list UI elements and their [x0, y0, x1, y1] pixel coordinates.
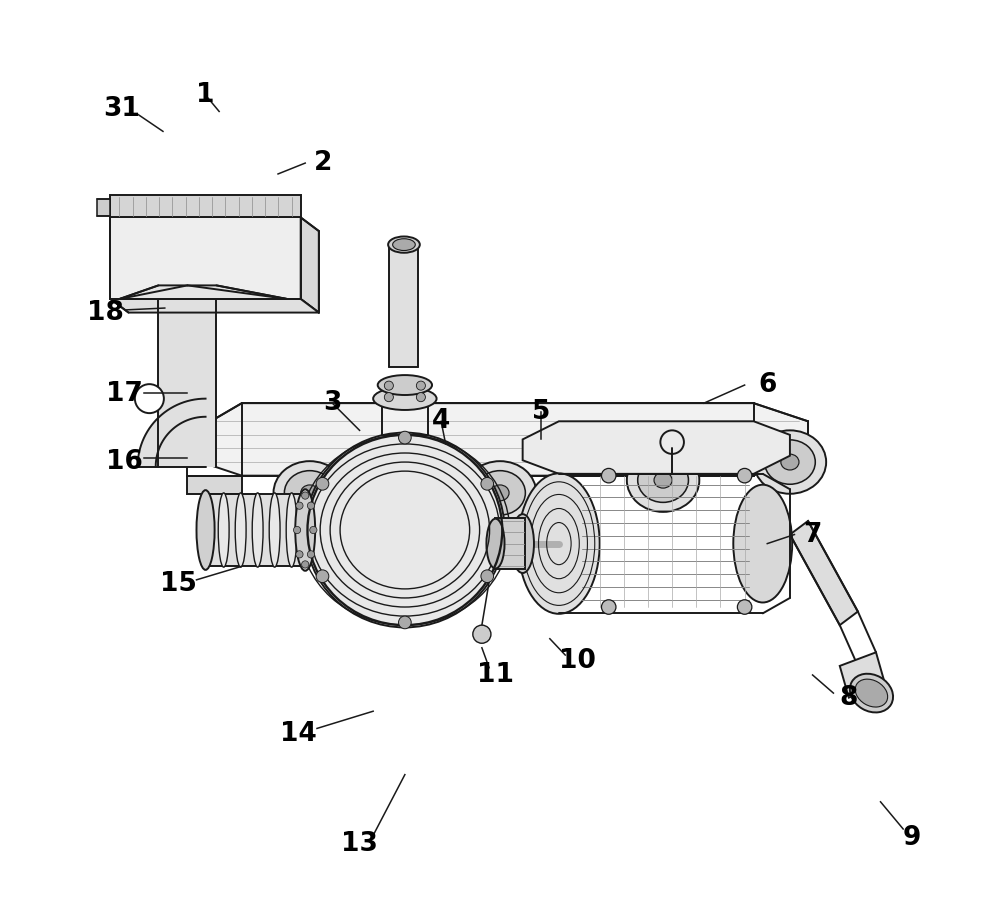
Text: 9: 9 — [903, 825, 921, 851]
Text: 10: 10 — [559, 649, 595, 674]
Text: 11: 11 — [477, 662, 514, 688]
Ellipse shape — [301, 485, 319, 501]
Polygon shape — [187, 403, 808, 476]
Circle shape — [481, 570, 494, 583]
Ellipse shape — [269, 493, 280, 567]
Ellipse shape — [638, 458, 688, 502]
Ellipse shape — [464, 461, 536, 525]
Text: 6: 6 — [758, 372, 776, 398]
Circle shape — [737, 468, 752, 483]
Ellipse shape — [274, 461, 346, 525]
Ellipse shape — [305, 433, 505, 627]
Ellipse shape — [850, 674, 893, 712]
Circle shape — [473, 625, 491, 643]
Ellipse shape — [486, 518, 505, 569]
Circle shape — [601, 468, 616, 483]
Circle shape — [316, 570, 329, 583]
Ellipse shape — [754, 430, 826, 494]
Bar — [110, 195, 301, 217]
Circle shape — [416, 381, 425, 390]
Ellipse shape — [373, 387, 437, 410]
Circle shape — [307, 502, 315, 509]
Polygon shape — [301, 217, 319, 313]
Polygon shape — [110, 299, 319, 313]
Circle shape — [399, 431, 411, 444]
Ellipse shape — [733, 485, 792, 602]
Text: 14: 14 — [280, 721, 317, 747]
Circle shape — [316, 477, 329, 490]
Ellipse shape — [284, 470, 335, 515]
Circle shape — [310, 526, 317, 534]
Ellipse shape — [511, 514, 534, 573]
Ellipse shape — [765, 440, 815, 484]
Polygon shape — [110, 217, 301, 299]
Ellipse shape — [196, 490, 215, 570]
Text: 7: 7 — [803, 522, 822, 547]
Circle shape — [737, 600, 752, 614]
Bar — [389, 245, 418, 367]
Text: 18: 18 — [87, 300, 124, 325]
Ellipse shape — [388, 236, 420, 253]
Text: 1: 1 — [196, 82, 215, 108]
Circle shape — [296, 502, 303, 509]
Ellipse shape — [295, 489, 315, 571]
Ellipse shape — [781, 454, 799, 470]
Bar — [97, 199, 110, 216]
Circle shape — [384, 381, 393, 390]
Text: 17: 17 — [106, 381, 142, 407]
Ellipse shape — [654, 472, 672, 488]
Ellipse shape — [235, 493, 246, 567]
Ellipse shape — [475, 470, 525, 515]
Polygon shape — [119, 285, 287, 299]
Text: 3: 3 — [323, 390, 342, 416]
Circle shape — [293, 526, 301, 534]
Circle shape — [302, 492, 309, 499]
Bar — [495, 518, 525, 569]
Circle shape — [296, 551, 303, 558]
Circle shape — [399, 616, 411, 629]
Ellipse shape — [518, 473, 600, 614]
Circle shape — [384, 392, 393, 401]
Circle shape — [307, 551, 315, 558]
Ellipse shape — [627, 448, 699, 512]
Ellipse shape — [286, 493, 297, 567]
Text: 15: 15 — [160, 572, 197, 597]
Text: 31: 31 — [103, 96, 140, 121]
Text: 8: 8 — [840, 685, 858, 710]
Ellipse shape — [855, 680, 888, 707]
Text: 4: 4 — [432, 409, 450, 434]
Circle shape — [601, 600, 616, 614]
Polygon shape — [840, 652, 885, 698]
Circle shape — [135, 384, 164, 413]
Polygon shape — [138, 399, 206, 467]
Polygon shape — [790, 521, 858, 625]
Text: 16: 16 — [106, 449, 142, 475]
Ellipse shape — [252, 493, 263, 567]
Ellipse shape — [491, 485, 509, 501]
Ellipse shape — [393, 238, 415, 250]
Bar — [158, 299, 216, 467]
Text: 2: 2 — [314, 150, 333, 176]
Ellipse shape — [378, 375, 432, 395]
Circle shape — [481, 477, 494, 490]
Bar — [206, 494, 305, 566]
Ellipse shape — [218, 493, 229, 567]
Polygon shape — [523, 421, 790, 474]
Text: 13: 13 — [341, 832, 378, 857]
Polygon shape — [187, 476, 242, 494]
Circle shape — [302, 561, 309, 568]
Circle shape — [416, 392, 425, 401]
Text: 5: 5 — [532, 400, 550, 425]
